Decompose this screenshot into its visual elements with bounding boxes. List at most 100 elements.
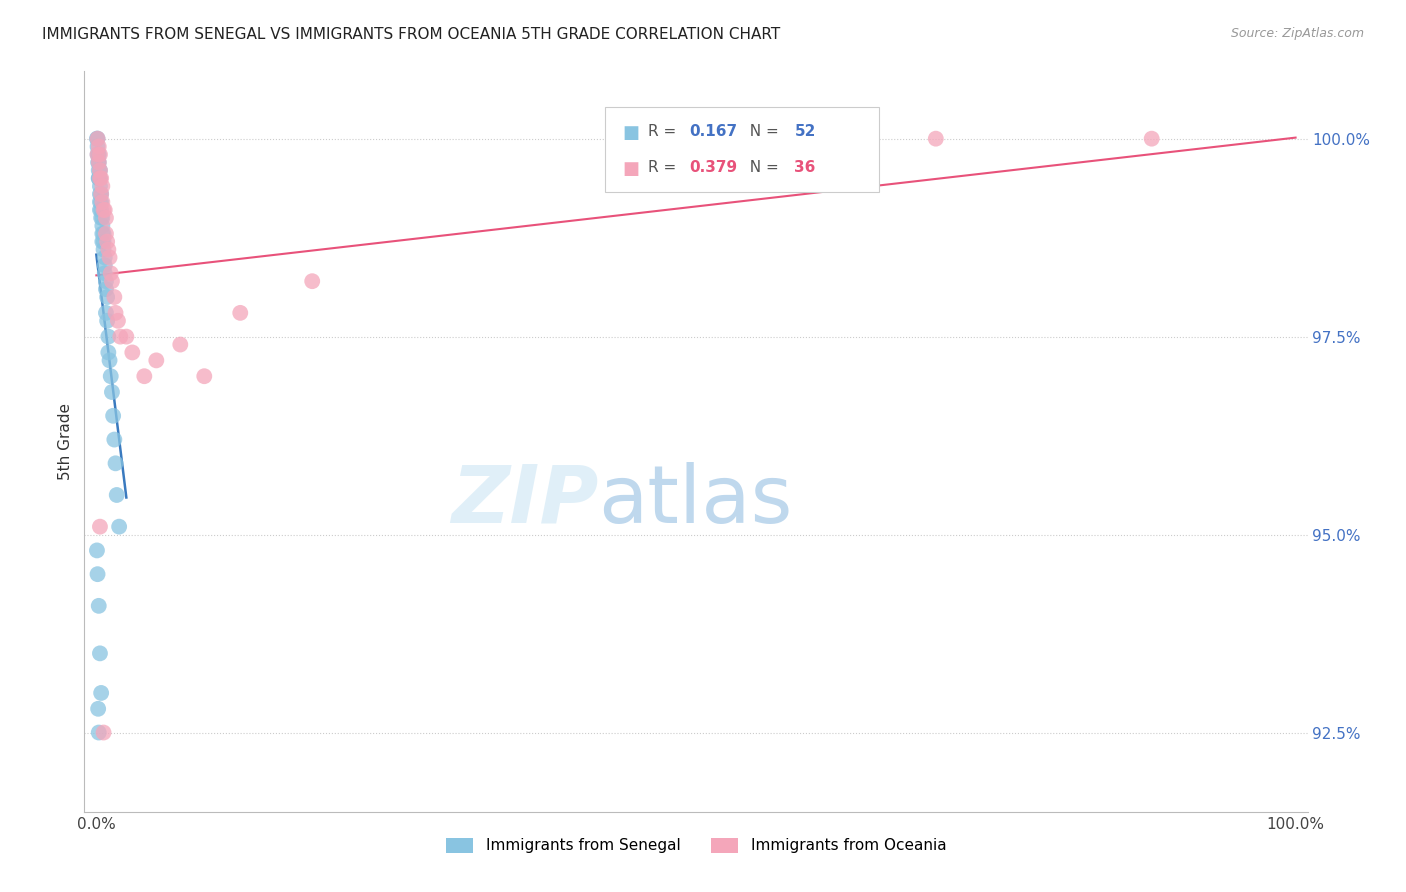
Point xyxy=(93,243,115,257)
Point xyxy=(93,725,115,739)
Point xyxy=(89,179,111,194)
Point xyxy=(87,163,110,178)
Point xyxy=(121,345,143,359)
Point xyxy=(89,194,111,209)
Point xyxy=(1140,131,1163,145)
Point xyxy=(105,488,128,502)
Point xyxy=(91,179,114,194)
Point xyxy=(90,686,112,700)
Point xyxy=(90,171,112,186)
Point xyxy=(89,147,111,161)
Point xyxy=(89,519,111,533)
Point xyxy=(86,567,108,582)
Point xyxy=(89,163,111,178)
Point xyxy=(86,131,108,145)
Point xyxy=(87,171,110,186)
Point xyxy=(89,163,111,178)
Point xyxy=(86,543,108,558)
Text: R =: R = xyxy=(648,160,682,175)
Point xyxy=(87,155,110,169)
Point xyxy=(103,290,125,304)
Point xyxy=(89,171,111,186)
Point xyxy=(96,235,118,249)
Point xyxy=(104,456,127,470)
Point xyxy=(97,329,120,343)
Point xyxy=(87,725,110,739)
Point xyxy=(101,409,124,423)
Point xyxy=(91,219,114,233)
Point xyxy=(89,171,111,186)
Point xyxy=(86,131,108,145)
Text: ZIP: ZIP xyxy=(451,462,598,540)
Point xyxy=(100,266,122,280)
Point xyxy=(100,369,122,384)
Point xyxy=(90,194,112,209)
Point xyxy=(90,211,112,225)
Point xyxy=(104,306,127,320)
Point xyxy=(169,337,191,351)
Point xyxy=(229,306,252,320)
Text: ■: ■ xyxy=(623,160,640,178)
Point xyxy=(87,155,110,169)
Point xyxy=(98,353,121,368)
Point xyxy=(97,243,120,257)
Point xyxy=(94,282,117,296)
Point xyxy=(93,202,115,217)
Y-axis label: 5th Grade: 5th Grade xyxy=(58,403,73,480)
Point xyxy=(925,131,948,145)
Point xyxy=(90,187,112,202)
Point xyxy=(93,235,115,249)
Point xyxy=(110,329,132,343)
Point xyxy=(101,385,124,400)
Text: 0.379: 0.379 xyxy=(689,160,737,175)
Point xyxy=(91,211,114,225)
Point xyxy=(98,251,121,265)
Point xyxy=(94,211,117,225)
Point xyxy=(93,227,115,241)
Point xyxy=(86,147,108,161)
Text: N =: N = xyxy=(740,124,783,139)
Point xyxy=(93,258,117,272)
Text: 52: 52 xyxy=(794,124,815,139)
Text: N =: N = xyxy=(740,160,783,175)
Point xyxy=(301,274,323,288)
Point xyxy=(93,202,117,217)
Point xyxy=(93,266,117,280)
Point xyxy=(87,155,110,169)
Text: R =: R = xyxy=(648,124,682,139)
Point xyxy=(89,187,111,202)
Point xyxy=(87,702,110,716)
Point xyxy=(93,251,117,265)
Point xyxy=(87,171,110,186)
Point xyxy=(87,139,110,153)
Point xyxy=(86,147,108,161)
Point xyxy=(97,345,120,359)
Point xyxy=(87,147,110,161)
Point xyxy=(193,369,215,384)
Point xyxy=(96,314,118,328)
Point xyxy=(89,646,111,660)
Point xyxy=(103,433,125,447)
Point xyxy=(94,274,117,288)
Text: atlas: atlas xyxy=(598,462,793,540)
Point xyxy=(94,227,117,241)
Point xyxy=(96,290,118,304)
Point xyxy=(134,369,156,384)
Point xyxy=(86,139,108,153)
Point xyxy=(115,329,138,343)
Text: Source: ZipAtlas.com: Source: ZipAtlas.com xyxy=(1230,27,1364,40)
Point xyxy=(91,235,114,249)
Text: 0.167: 0.167 xyxy=(689,124,737,139)
Point xyxy=(107,314,129,328)
Point xyxy=(87,599,110,613)
Point xyxy=(94,306,117,320)
Text: ■: ■ xyxy=(623,124,640,142)
Point xyxy=(108,519,131,533)
Point xyxy=(89,202,111,217)
Point xyxy=(91,227,114,241)
Point xyxy=(145,353,167,368)
Text: IMMIGRANTS FROM SENEGAL VS IMMIGRANTS FROM OCEANIA 5TH GRADE CORRELATION CHART: IMMIGRANTS FROM SENEGAL VS IMMIGRANTS FR… xyxy=(42,27,780,42)
Point xyxy=(90,202,112,217)
Point xyxy=(90,187,112,202)
Text: 36: 36 xyxy=(794,160,815,175)
